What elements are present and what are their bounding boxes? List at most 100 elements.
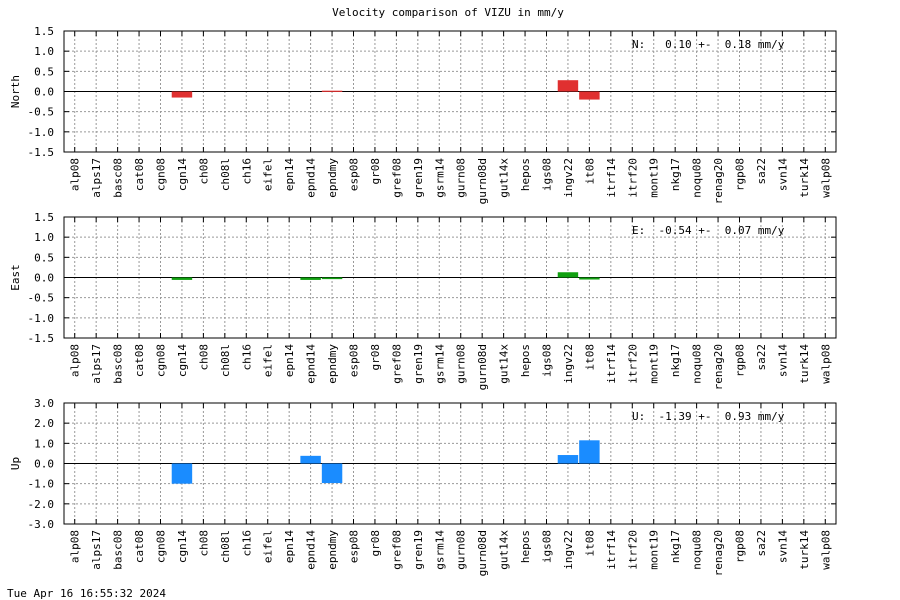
x-tick-label: mont19: [648, 158, 661, 198]
x-tick-label: ch08l: [219, 344, 232, 377]
y-tick-label: -1.0: [28, 312, 55, 325]
x-tick-label: cgn14: [176, 530, 189, 563]
x-tick-label: mont19: [648, 530, 661, 570]
x-tick-label: epn14: [283, 158, 296, 191]
x-tick-label: gut14x: [498, 158, 511, 198]
x-tick-label: renag20: [712, 158, 725, 204]
x-tick-label: epndmy: [326, 158, 339, 198]
x-tick-label: sa22: [755, 344, 768, 371]
x-tick-label: ingv22: [562, 158, 575, 198]
x-tick-label: itrf14: [605, 344, 618, 384]
y-tick-label: 1.0: [34, 437, 54, 450]
x-tick-label: cat08: [133, 530, 146, 563]
x-tick-label: epn14: [283, 344, 296, 377]
x-tick-label: nkg17: [669, 530, 682, 563]
x-tick-label: ch16: [240, 344, 253, 371]
y-tick-label: -0.5: [28, 292, 55, 305]
x-tick-label: gren19: [412, 530, 425, 570]
x-tick-label: epnd14: [305, 158, 318, 198]
x-tick-label: it08: [583, 530, 596, 557]
y-tick-label: -1.0: [28, 478, 55, 491]
x-tick-label: itrf20: [626, 530, 639, 570]
x-tick-label: gurn08: [455, 344, 468, 384]
x-tick-label: eifel: [262, 530, 275, 563]
x-tick-label: ch16: [240, 530, 253, 557]
x-tick-label: it08: [583, 158, 596, 185]
bar-epndmy: [321, 463, 343, 484]
y-tick-label: 2.0: [34, 417, 54, 430]
y-tick-label: -1.0: [28, 126, 55, 139]
y-tick-label: 0.0: [34, 86, 54, 99]
x-tick-label: cgn08: [155, 344, 168, 377]
x-tick-label: ingv22: [562, 344, 575, 384]
x-tick-label: epndmy: [326, 530, 339, 570]
bar-it08: [579, 277, 600, 280]
x-tick-label: gr08: [369, 530, 382, 557]
x-tick-label: svn14: [776, 158, 789, 191]
x-tick-label: gsrm14: [433, 530, 446, 570]
x-tick-label: sa22: [755, 158, 768, 185]
timestamp-footer: Tue Apr 16 16:55:32 2024: [7, 587, 166, 600]
x-tick-label: ch16: [240, 158, 253, 185]
x-tick-label: cgn08: [155, 158, 168, 191]
x-tick-label: hepos: [519, 344, 532, 377]
y-tick-label: 3.0: [34, 397, 54, 410]
x-tick-label: itrf14: [605, 530, 618, 570]
x-tick-label: alp08: [69, 530, 82, 563]
x-tick-label: epnd14: [305, 344, 318, 384]
y-tick-label: 1.0: [34, 45, 54, 58]
x-tick-label: alp08: [69, 344, 82, 377]
x-tick-label: noqu08: [691, 530, 704, 570]
x-tick-label: igs08: [541, 530, 554, 563]
x-tick-label: cgn08: [155, 530, 168, 563]
y-tick-label: 0.5: [34, 65, 54, 78]
x-tick-label: basc08: [112, 158, 125, 198]
x-tick-label: walp08: [819, 344, 832, 384]
y-tick-label: 1.0: [34, 231, 54, 244]
x-tick-label: gref08: [390, 530, 403, 570]
x-tick-label: mont19: [648, 344, 661, 384]
x-tick-label: cgn14: [176, 158, 189, 191]
x-tick-label: cat08: [133, 158, 146, 191]
x-tick-label: gurn08: [455, 530, 468, 570]
x-tick-label: hepos: [519, 158, 532, 191]
x-tick-label: esp08: [348, 530, 361, 563]
x-tick-label: epn14: [283, 530, 296, 563]
y-tick-label: 0.5: [34, 251, 54, 264]
y-tick-label: 1.5: [34, 211, 54, 224]
bar-cgn14: [171, 91, 193, 98]
x-tick-label: gurn08: [455, 158, 468, 198]
bar-ingv22: [557, 80, 579, 92]
bar-ingv22: [557, 455, 579, 464]
bar-epnd14: [300, 277, 321, 280]
bar-cgn14: [171, 463, 193, 484]
y-tick-label: 0.0: [34, 458, 54, 471]
y-tick-label: -3.0: [28, 518, 55, 531]
x-tick-label: alps17: [90, 530, 103, 570]
x-tick-label: hepos: [519, 530, 532, 563]
x-tick-label: svn14: [776, 530, 789, 563]
x-tick-label: noqu08: [691, 344, 704, 384]
x-tick-label: ch08: [197, 530, 210, 557]
x-tick-label: gsrm14: [433, 158, 446, 198]
x-tick-label: cat08: [133, 344, 146, 377]
x-tick-label: itrf14: [605, 158, 618, 198]
x-tick-label: walp08: [819, 530, 832, 570]
bar-epnd14: [300, 455, 321, 464]
x-tick-label: alps17: [90, 344, 103, 384]
x-tick-label: turk14: [798, 530, 811, 570]
bar-epndmy: [321, 90, 343, 92]
x-tick-label: gref08: [390, 158, 403, 198]
y-axis-label: Up: [9, 457, 22, 470]
panel-up: 3.0 2.0 1.0 0.0 -1.0 -2.0 -3.0 alp08 alps17 basc0…: [9, 397, 837, 576]
x-tick-label: epnd14: [305, 530, 318, 570]
x-tick-label: gren19: [412, 344, 425, 384]
x-tick-label: ch08: [197, 158, 210, 185]
bar-ingv22: [557, 272, 579, 278]
x-tick-label: nkg17: [669, 158, 682, 191]
x-tick-label: esp08: [348, 344, 361, 377]
x-tick-label: cgn14: [176, 344, 189, 377]
y-axis-label: North: [9, 75, 22, 108]
x-tick-label: ingv22: [562, 530, 575, 570]
